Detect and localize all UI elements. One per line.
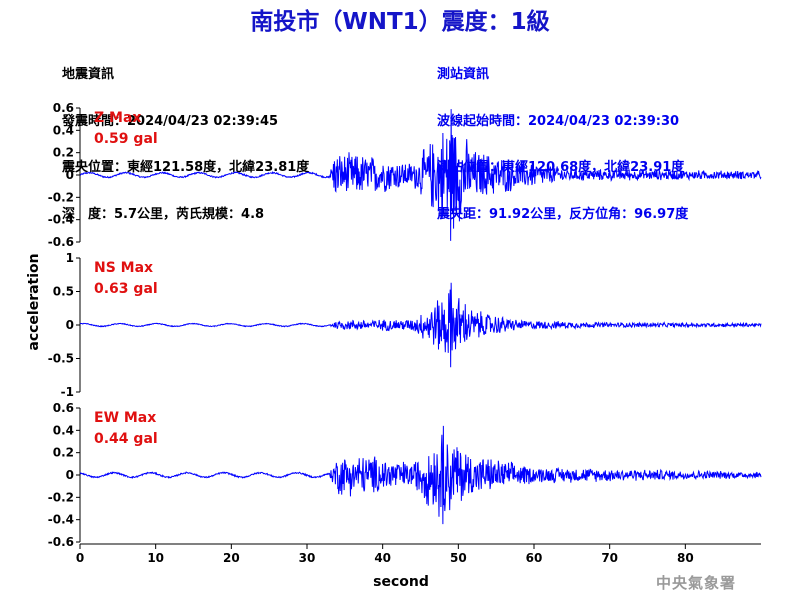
waveform-ns bbox=[79, 282, 762, 368]
station-info: 測站資訊 波線起始時間：2024/04/23 02:39:30 測站位置：東經1… bbox=[437, 36, 688, 238]
quake-info-heading: 地震資訊 bbox=[62, 67, 115, 82]
quake-info: 地震資訊 發震時間：2024/04/23 02:39:45 震央位置：東經121… bbox=[62, 36, 309, 238]
max-value-ew: 0.44 gal bbox=[94, 431, 158, 447]
max-label-z: Z Max bbox=[94, 110, 141, 126]
x-tick-label: 30 bbox=[299, 551, 316, 565]
depth-magnitude: 深 度：5.7公里，芮氏規模：4.8 bbox=[62, 206, 265, 222]
y-tick-label-z: -0.2 bbox=[48, 190, 74, 204]
y-tick-label-ew: -0.6 bbox=[48, 535, 74, 549]
x-tick-label: 60 bbox=[526, 551, 543, 565]
y-axis-title: acceleration bbox=[26, 253, 42, 350]
y-tick-label-ew: -0.2 bbox=[48, 490, 74, 504]
x-tick-label: 80 bbox=[677, 551, 694, 565]
epicenter-location: 震央位置：東經121.58度，北緯23.81度 bbox=[62, 160, 310, 175]
y-tick-label-ns: 1 bbox=[66, 251, 74, 265]
y-tick-label-ew: 0.6 bbox=[53, 401, 74, 415]
y-tick-label-ns: 0 bbox=[66, 318, 74, 332]
x-tick-label: 50 bbox=[450, 551, 467, 565]
page-title: 南投市（WNT1）震度：1級 bbox=[250, 9, 550, 35]
origin-time: 發震時間：2024/04/23 02:39:45 bbox=[62, 113, 279, 129]
y-tick-label-z: 0 bbox=[66, 168, 74, 182]
waveform-ew bbox=[79, 425, 762, 525]
distance-azimuth: 震央距：91.92公里，反方位角：96.97度 bbox=[437, 206, 689, 222]
y-tick-label-ew: 0.2 bbox=[53, 446, 74, 460]
x-axis-title: second bbox=[373, 574, 429, 590]
max-label-ew: EW Max bbox=[94, 410, 156, 426]
y-tick-label-z: 0.2 bbox=[53, 146, 74, 160]
x-tick-label: 0 bbox=[76, 551, 84, 565]
x-tick-label: 10 bbox=[147, 551, 164, 565]
y-tick-label-z: -0.6 bbox=[48, 235, 74, 249]
max-label-ns: NS Max bbox=[94, 260, 153, 276]
y-tick-label-ns: -0.5 bbox=[48, 352, 74, 366]
max-value-z: 0.59 gal bbox=[94, 131, 158, 147]
y-tick-label-z: 0.6 bbox=[53, 101, 74, 115]
agency-watermark: 中央氣象署 bbox=[656, 574, 737, 592]
y-tick-label-ns: -1 bbox=[61, 385, 74, 399]
y-tick-label-z: -0.4 bbox=[48, 213, 74, 227]
y-tick-label-ew: 0 bbox=[66, 468, 74, 482]
wave-start-time: 波線起始時間：2024/04/23 02:39:30 bbox=[437, 113, 680, 129]
waveform-z bbox=[79, 109, 762, 241]
max-value-ns: 0.63 gal bbox=[94, 281, 158, 297]
y-tick-label-ns: 0.5 bbox=[53, 285, 74, 299]
y-tick-label-z: 0.4 bbox=[53, 123, 74, 137]
x-tick-label: 40 bbox=[374, 551, 391, 565]
y-tick-label-ew: -0.4 bbox=[48, 513, 74, 527]
x-tick-label: 20 bbox=[223, 551, 240, 565]
station-info-heading: 測站資訊 bbox=[437, 67, 490, 82]
x-tick-label: 70 bbox=[601, 551, 618, 565]
y-tick-label-ew: 0.4 bbox=[53, 423, 74, 437]
